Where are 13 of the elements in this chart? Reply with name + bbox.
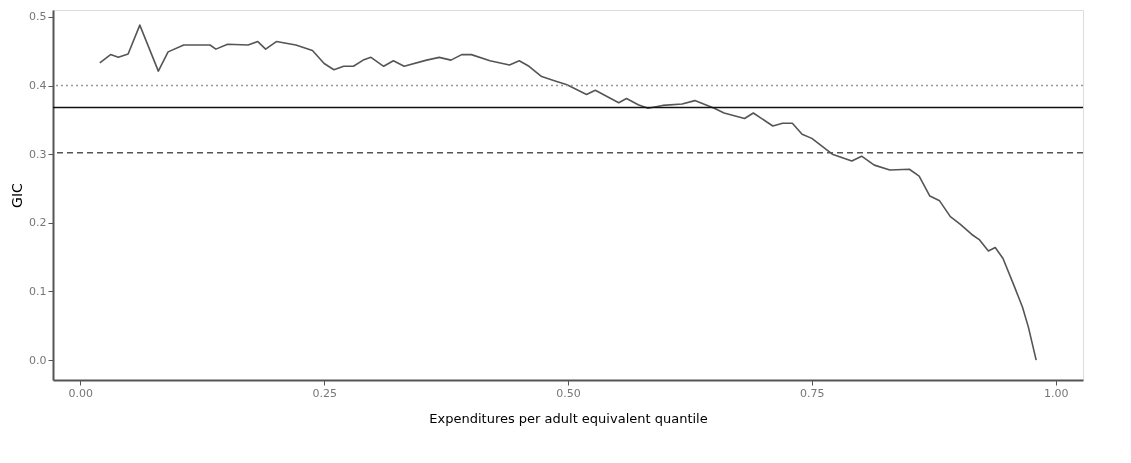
y-tick-label: 0.2: [29, 216, 47, 230]
y-axis-title: GIC: [9, 182, 26, 208]
y-tick-label: 0.0: [29, 353, 47, 367]
x-tick-label: 1.00: [1043, 386, 1069, 400]
x-tick-label: 0.50: [556, 386, 581, 400]
x-tick-label: 0.75: [800, 386, 825, 400]
x-tick-label: 0.25: [312, 386, 337, 400]
y-tick-label: 0.3: [29, 147, 47, 161]
y-tick-label: 0.4: [29, 79, 47, 93]
y-tick-label: 0.5: [29, 10, 47, 24]
y-tick-label: 0.1: [29, 284, 47, 298]
x-tick-label: 0.00: [68, 386, 94, 400]
x-axis-title: Expenditures per adult equivalent quantile: [429, 410, 708, 426]
